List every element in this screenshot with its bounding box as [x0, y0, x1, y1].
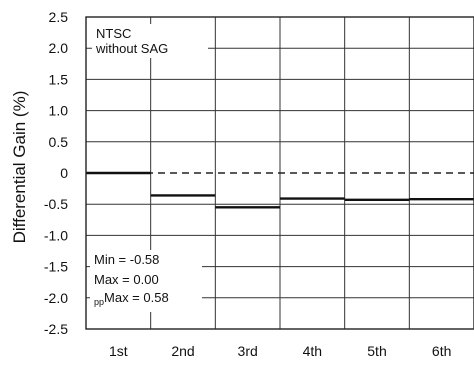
annotation-top-left-background [92, 24, 208, 58]
x-tick-label: 2nd [171, 343, 194, 359]
annotation-without-sag: without SAG [95, 41, 168, 56]
y-tick-label: -2.0 [44, 290, 68, 306]
annotation-bottom-left-background [90, 250, 202, 312]
y-tick-label: -1.0 [44, 227, 68, 243]
annotation-min: Min = -0.58 [94, 252, 159, 267]
annotation-pp-subscript: pp [94, 297, 104, 307]
annotation-bottom-left: Min = -0.58 Max = 0.00 ppMax = 0.58 [90, 250, 202, 312]
y-tick-label: 1.5 [49, 71, 69, 87]
x-tick-label: 5th [367, 343, 386, 359]
y-tick-label: 2.0 [49, 40, 69, 56]
annotation-top-left: NTSC without SAG [92, 24, 208, 58]
y-tick-label: 1.0 [49, 103, 69, 119]
y-tick-label: -0.5 [44, 196, 68, 212]
x-tick-label: 1st [109, 343, 128, 359]
annotation-pp-max: ppMax = 0.58 [94, 290, 169, 307]
y-tick-label: 2.5 [49, 9, 69, 25]
x-tick-labels: 1st 2nd 3rd 4th 5th 6th [109, 343, 451, 359]
annotation-pp-max-text: Max = 0.58 [104, 290, 169, 305]
x-tick-label: 3rd [238, 343, 258, 359]
y-tick-label: -1.5 [44, 259, 68, 275]
y-tick-label: 0.5 [49, 134, 69, 150]
y-tick-label: 0 [60, 165, 68, 181]
annotation-max: Max = 0.00 [94, 272, 159, 287]
x-tick-label: 4th [303, 343, 322, 359]
y-tick-label: -2.5 [44, 321, 68, 337]
annotation-ntsc: NTSC [96, 26, 131, 41]
y-axis-title: Differential Gain (%) [10, 91, 29, 244]
series-steps [86, 171, 474, 209]
y-tick-labels: 2.5 2.0 1.5 1.0 0.5 0 -0.5 -1.0 -1.5 -2.0 -2.5 [44, 9, 68, 337]
x-tick-label: 6th [432, 343, 451, 359]
plot-frame [85, 16, 474, 330]
